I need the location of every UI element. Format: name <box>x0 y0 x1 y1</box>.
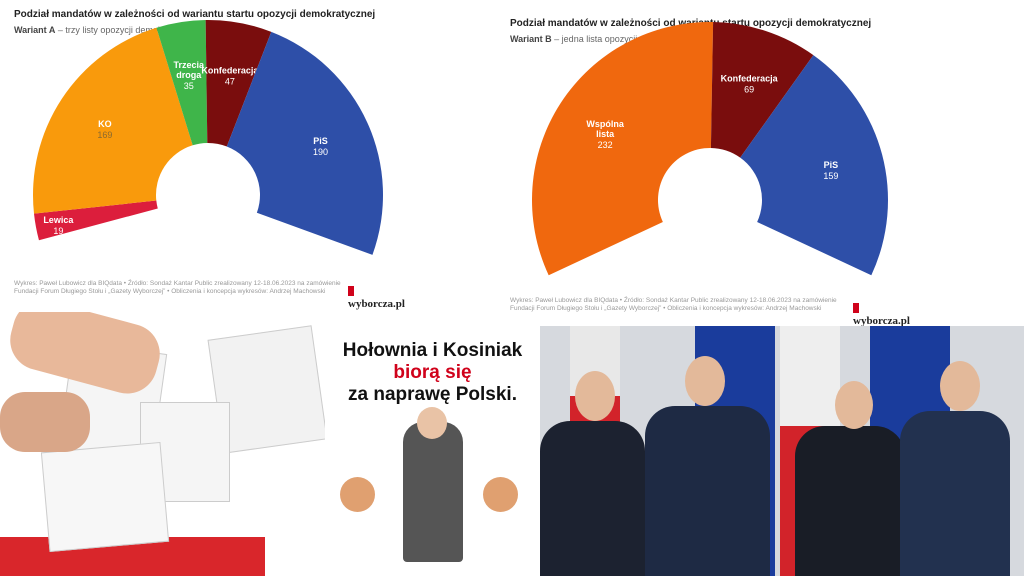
wyborcza-logo: wyborcza.pl <box>853 303 915 327</box>
wyborcza-logo: wyborcza.pl <box>348 286 405 310</box>
slice-konfederacja <box>710 22 814 158</box>
politicians-photo <box>540 326 1024 576</box>
slice-label: PiS 159 <box>823 160 838 181</box>
slice-pis <box>740 55 888 276</box>
slice-label: Lewica 19 <box>43 215 74 236</box>
slice-label: Konfederacja 69 <box>721 73 779 94</box>
slice-label: PiS 190 <box>313 136 328 157</box>
ballot-illustration <box>0 312 325 576</box>
chart-b-source: Wykres: Paweł Lubowicz dla BIQdata • Źró… <box>510 297 837 312</box>
slice-label: Trzecia droga 35 <box>174 60 206 91</box>
slice-label: Konfederacja 47 <box>201 65 259 86</box>
slice-label: KO 169 <box>97 119 112 140</box>
chart-a-panel: Podział mandatów w zależności od wariant… <box>0 0 405 310</box>
slice-wspólna-lista <box>532 21 714 276</box>
slice-konfederacja <box>205 20 272 147</box>
chart-b-subtitle: Wariant B – jedna lista opozycji demokra… <box>510 34 703 44</box>
chart-b-svg: Wspólna lista 232 Konfederacja 69 PiS 159 <box>532 21 888 276</box>
chart-a-subtitle: Wariant A – trzy listy opozycji demokrat… <box>14 25 199 35</box>
slice-label: Wspólna lista 232 <box>586 119 624 150</box>
meme-puppet-image: Hołownia i Kosiniak biorą się za naprawę… <box>325 312 540 576</box>
chart-b-panel: Podział mandatów w zależności od wariant… <box>505 10 915 327</box>
meme-caption: Hołownia i Kosiniak biorą się za naprawę… <box>342 340 523 405</box>
chart-a-source: Wykres: Paweł Lubowicz dla BIQdata • Źró… <box>14 280 341 295</box>
slice-trzecia-droga <box>156 20 208 146</box>
slice-pis <box>226 31 383 255</box>
chart-a-title: Podział mandatów w zależności od wariant… <box>14 9 376 20</box>
slice-ko <box>33 27 193 214</box>
slice-lewica <box>33 200 158 241</box>
